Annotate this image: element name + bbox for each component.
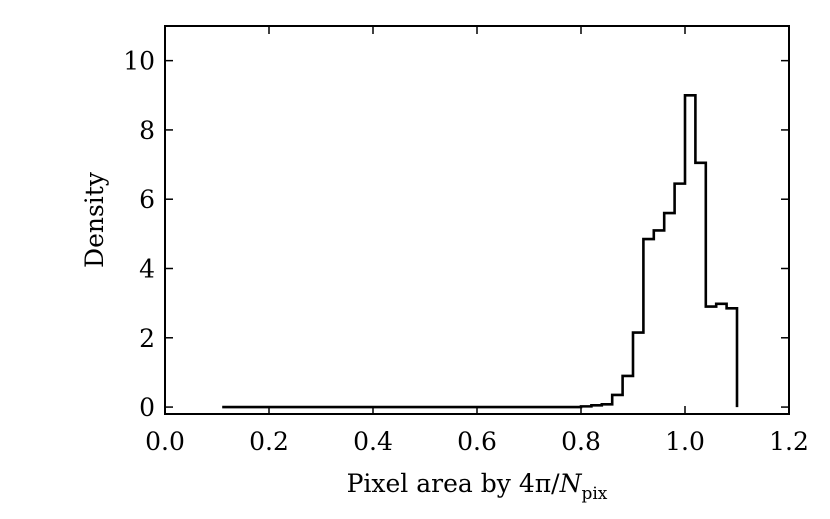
x-tick-label: 0.4: [353, 427, 393, 456]
plot-area: [222, 93, 739, 409]
x-tick-label: 0.6: [457, 427, 497, 456]
x-tick-label: 0.2: [249, 427, 289, 456]
y-axis-label: Density: [80, 171, 109, 268]
x-axis-label: Pixel area by 4π/Npix: [347, 469, 608, 504]
x-axis-ticks: 0.0 0.2 0.4 0.6 0.8 1.0 1.2: [145, 26, 809, 456]
x-tick-label: 1.2: [769, 427, 809, 456]
y-tick-label: 0: [139, 393, 155, 422]
y-axis-ticks: 0 2 4 6 8 10: [123, 47, 789, 422]
y-tick-label: 10: [123, 47, 155, 76]
y-tick-label: 6: [139, 185, 155, 214]
x-tick-label: 1.0: [665, 427, 705, 456]
y-tick-label: 4: [139, 255, 155, 284]
axes-frame: [164, 25, 790, 415]
x-tick-label: 0.8: [561, 427, 601, 456]
y-tick-label: 8: [139, 116, 155, 145]
histogram-step-line: [222, 93, 739, 409]
x-tick-label: 0.0: [145, 427, 185, 456]
y-tick-label: 2: [139, 324, 155, 353]
